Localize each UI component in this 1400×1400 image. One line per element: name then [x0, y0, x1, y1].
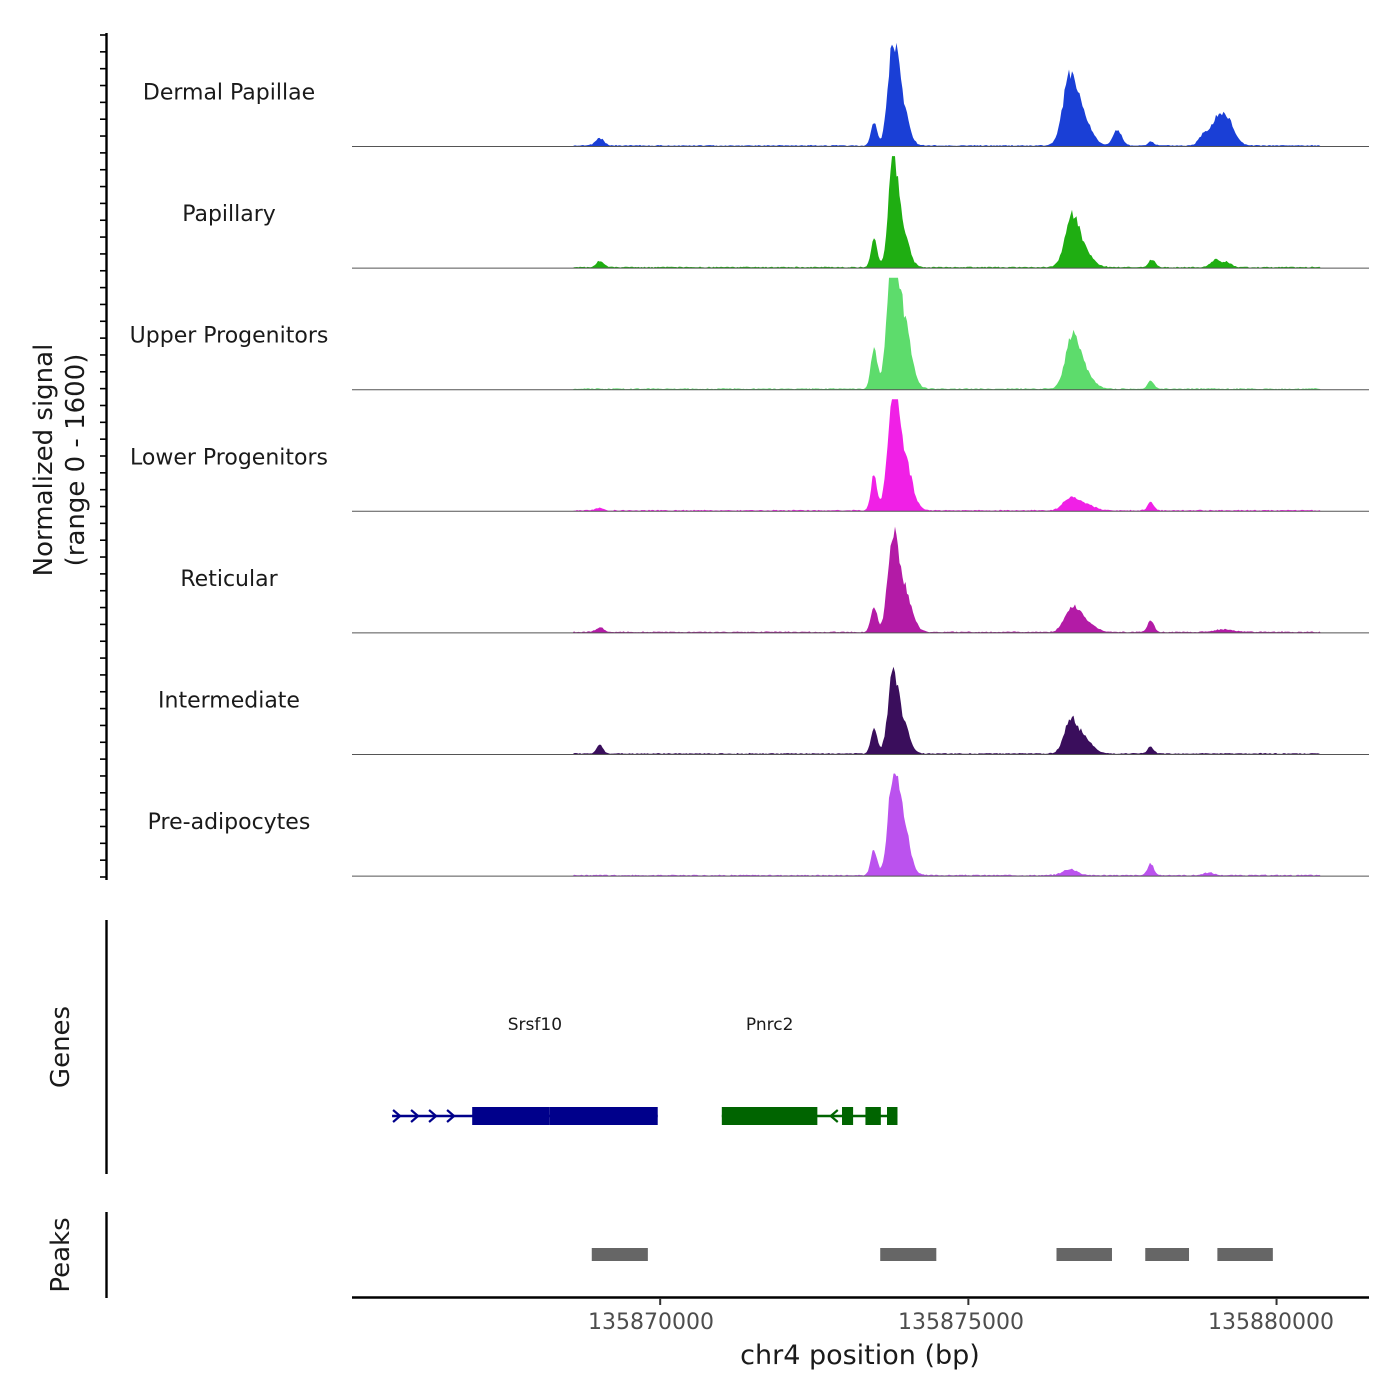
track-label: Reticular — [180, 567, 278, 592]
gene-label: Pnrc2 — [746, 1015, 794, 1035]
track-intermediate: Intermediate — [158, 666, 1369, 755]
peak-region — [1217, 1248, 1273, 1261]
gene-track: Srsf10 Pnrc2 — [392, 1015, 898, 1125]
gene-exon — [842, 1107, 854, 1125]
genes-axis-label: Genes — [46, 1006, 76, 1088]
strand-arrow — [446, 1109, 456, 1123]
strand-arrow — [829, 1109, 839, 1123]
track-pre-adipocytes: Pre-adipocytes — [148, 773, 1369, 877]
peaks-axis-label: Peaks — [46, 1217, 76, 1292]
gene-exon — [721, 1107, 818, 1125]
track-upper-progenitors: Upper Progenitors — [130, 277, 1369, 391]
coverage-tracks: Dermal Papillae Papillary Upper Progenitor… — [130, 42, 1369, 877]
x-tick-label-2: 135875000 — [898, 1310, 1024, 1335]
gene-exon — [887, 1107, 898, 1125]
signal-area — [352, 156, 1369, 269]
gene-exon — [549, 1107, 658, 1125]
peak-region — [591, 1248, 648, 1261]
gene-pnrc2: Pnrc2 — [721, 1015, 898, 1125]
signal-area — [352, 399, 1369, 512]
track-label: Pre-adipocytes — [148, 810, 311, 835]
track-label: Dermal Papillae — [143, 81, 315, 106]
gene-exon — [472, 1107, 550, 1125]
peak-region — [1145, 1248, 1190, 1261]
y-axis-title-line1: Normalized signal — [29, 344, 59, 577]
strand-arrow — [428, 1109, 438, 1123]
x-axis-ticks — [659, 1298, 1278, 1305]
strand-arrow — [392, 1109, 402, 1123]
track-label: Papillary — [182, 202, 276, 227]
track-lower-progenitors: Lower Progenitors — [130, 399, 1369, 512]
track-label: Upper Progenitors — [130, 324, 329, 349]
gene-srsf10: Srsf10 — [392, 1015, 658, 1125]
track-dermal-papillae: Dermal Papillae — [143, 42, 1369, 147]
coverage-y-ticks — [100, 34, 106, 878]
track-papillary: Papillary — [182, 156, 1369, 269]
peak-region — [880, 1248, 937, 1261]
gene-exon — [865, 1107, 881, 1125]
peak-region — [1056, 1248, 1112, 1261]
signal-area — [352, 277, 1369, 390]
signal-area — [352, 526, 1369, 633]
signal-area — [352, 666, 1369, 755]
track-label: Lower Progenitors — [130, 445, 328, 470]
peak-track — [591, 1248, 1273, 1261]
signal-area — [352, 42, 1369, 147]
x-axis-title: chr4 position (bp) — [740, 1340, 980, 1371]
track-label: Intermediate — [158, 689, 300, 714]
gene-label: Srsf10 — [508, 1015, 562, 1035]
track-reticular: Reticular — [180, 526, 1369, 634]
y-axis-title-line2: (range 0 - 1600) — [61, 354, 91, 567]
signal-area — [352, 773, 1369, 877]
strand-arrow — [410, 1109, 420, 1123]
x-tick-label-3: 135880000 — [1208, 1310, 1334, 1335]
x-tick-label-1: 135870000 — [588, 1310, 714, 1335]
